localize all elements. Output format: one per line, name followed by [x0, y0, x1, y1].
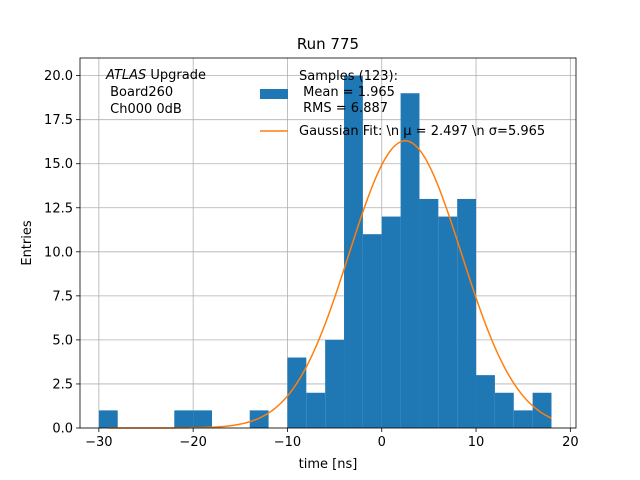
- y-tick-label: 2.5: [52, 377, 73, 392]
- x-tick-label: −30: [85, 435, 112, 450]
- histogram-bar: [193, 410, 213, 428]
- legend-histogram-line-3: RMS = 6.887: [299, 101, 388, 116]
- y-tick-label: 12.5: [44, 201, 73, 216]
- y-tick-label: 17.5: [44, 113, 73, 128]
- histogram-bar: [325, 339, 345, 428]
- legend-fit-label: Gaussian Fit: \n μ = 2.497 \n σ=5.965: [299, 124, 545, 139]
- histogram-bar: [476, 375, 495, 428]
- annotation-line-2: Board260: [106, 85, 173, 100]
- axes-frame: [79, 57, 577, 429]
- legend-histogram-line-2: Mean = 1.965: [299, 85, 395, 100]
- x-axis-ticks: −30 −20 −10 0 10 20: [85, 428, 579, 450]
- annotation-line-1: ATLAS Upgrade: [105, 68, 206, 83]
- histogram-bar: [249, 410, 269, 428]
- x-axis-label: time [ns]: [299, 457, 358, 472]
- y-tick-label: 20.0: [44, 69, 73, 84]
- y-tick-label: 0.0: [52, 422, 73, 437]
- histogram-bar: [344, 75, 363, 428]
- x-tick-label: 10: [468, 435, 485, 450]
- histogram-bar: [98, 410, 118, 428]
- histogram-bar: [174, 410, 194, 428]
- y-tick-label: 15.0: [44, 157, 73, 172]
- histogram-bar: [381, 216, 401, 428]
- legend-histogram-line-1: Samples (123):: [299, 69, 398, 84]
- atlas-annotation: ATLAS Upgrade Board260 Ch000 0dB: [105, 68, 206, 117]
- x-tick-label: −20: [179, 435, 206, 450]
- histogram-bar: [362, 234, 382, 428]
- histogram-bar: [306, 392, 326, 428]
- x-tick-label: −10: [274, 435, 301, 450]
- annotation-line-3: Ch000 0dB: [106, 102, 182, 117]
- y-axis-ticks: 0.0 2.5 5.0 7.5 10.0 12.5 15.0 17.5 20.0: [44, 69, 80, 437]
- legend: Samples (123): Mean = 1.965 RMS = 6.887 …: [260, 69, 545, 139]
- histogram-bar: [419, 198, 439, 428]
- histogram-bar: [400, 93, 420, 428]
- annotation-upgrade: Upgrade: [146, 68, 206, 83]
- x-tick-label: 20: [562, 435, 579, 450]
- histogram-bar: [457, 198, 477, 428]
- histogram-bar: [513, 410, 533, 428]
- x-tick-label: 0: [378, 435, 386, 450]
- y-axis-label: Entries: [20, 220, 35, 266]
- histogram-bar: [532, 392, 552, 428]
- histogram-bar: [438, 216, 458, 428]
- annotation-atlas: ATLAS: [105, 68, 146, 83]
- histogram-bars: [98, 75, 552, 428]
- y-tick-label: 10.0: [44, 245, 73, 260]
- y-tick-label: 7.5: [52, 289, 73, 304]
- chart-title: Run 775: [297, 35, 359, 53]
- y-tick-label: 5.0: [52, 333, 73, 348]
- histogram-bar: [494, 392, 514, 428]
- legend-histogram-patch: [260, 89, 288, 99]
